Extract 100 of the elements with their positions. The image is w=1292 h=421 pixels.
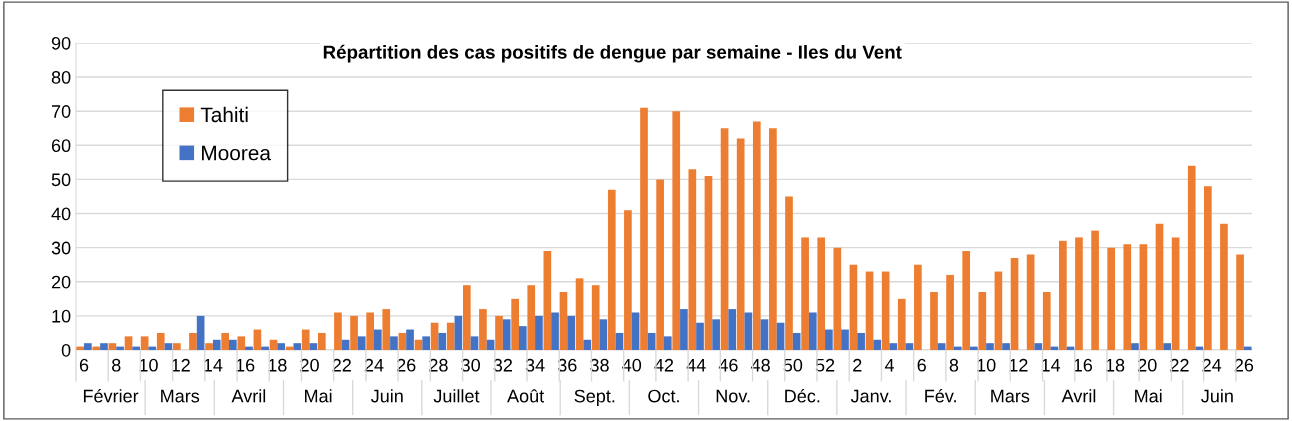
bar (881, 271, 890, 351)
bar (559, 292, 568, 351)
bar (1204, 186, 1212, 351)
x-tick-label: 10 (139, 358, 158, 372)
bar (946, 274, 954, 351)
bar (672, 111, 681, 351)
bar (575, 278, 584, 351)
text: Février (83, 388, 139, 403)
bar (317, 332, 326, 351)
bar (1042, 292, 1051, 351)
x-tick-label: 6 (79, 358, 89, 372)
bar (1123, 244, 1132, 351)
x-tick-label: 6 (917, 358, 926, 372)
bar (1010, 257, 1019, 351)
bar (889, 343, 898, 351)
x-tick-label: 16 (236, 358, 255, 372)
bar (398, 332, 407, 351)
x-tick-label: 36 (557, 358, 577, 372)
x-tick-label: 12 (172, 358, 190, 372)
text: Avril (1061, 389, 1096, 403)
x-tick-label: 42 (654, 358, 674, 372)
bar (808, 312, 817, 351)
bar (937, 343, 946, 351)
x-tick-label: 12 (1009, 358, 1028, 372)
bar (438, 332, 447, 351)
bar (470, 336, 479, 351)
x-tick-label: 48 (750, 358, 770, 372)
x-tick-label: 16 (1074, 358, 1093, 372)
text: Mai (1135, 389, 1162, 403)
legend-label: Tahiti (200, 106, 248, 123)
bar (801, 237, 809, 351)
bar (100, 343, 108, 351)
bar (382, 309, 391, 351)
bar (221, 332, 230, 351)
bar (1091, 230, 1099, 351)
x-tick-label: 14 (1041, 359, 1061, 372)
x-tick-label: 50 (783, 358, 803, 372)
x-tick-label: 8 (112, 358, 121, 372)
text: Oct. (648, 389, 679, 403)
bar (583, 339, 592, 351)
bar (277, 343, 286, 351)
chart-title: Répartition des cas positifs de dengue par semaine - Iles du Vent (323, 44, 902, 63)
bar (663, 336, 672, 351)
text: Nov. (716, 389, 750, 403)
x-tick-label: 46 (718, 358, 738, 372)
bar (148, 346, 157, 351)
bar (785, 196, 793, 351)
y-tick-label: 50 (51, 173, 71, 187)
bar (873, 339, 882, 351)
bar (1034, 343, 1043, 351)
text: Août (507, 389, 545, 403)
y-tick-label: 30 (51, 241, 71, 255)
bar (1163, 343, 1172, 351)
bar (132, 346, 141, 351)
bar (1243, 346, 1252, 351)
bar (728, 309, 737, 351)
x-tick-label: 32 (493, 358, 512, 372)
bar (1026, 254, 1035, 351)
bar (962, 251, 971, 351)
bar (76, 346, 85, 351)
bar (776, 322, 785, 351)
text: Juillet (433, 389, 480, 403)
bar (978, 292, 987, 351)
x-tick-label: 24 (364, 358, 384, 372)
x-tick-label: 44 (686, 359, 706, 372)
bar (495, 315, 503, 351)
x-tick-label: 20 (1138, 358, 1157, 372)
bar (833, 247, 842, 351)
bar (631, 312, 640, 351)
text: Sept. (574, 389, 615, 407)
bar (245, 346, 253, 351)
bar (189, 332, 197, 351)
bar (366, 312, 374, 351)
bar (140, 336, 149, 351)
bar (116, 346, 124, 351)
bar (173, 343, 181, 351)
bar (905, 343, 914, 351)
bar (237, 336, 246, 351)
bar (1139, 244, 1148, 351)
bar (84, 343, 92, 351)
x-tick-label: 26 (1234, 358, 1254, 372)
bar (1220, 223, 1228, 351)
bar (196, 315, 205, 351)
text: Mars (161, 389, 200, 403)
y-tick-label: 70 (51, 105, 71, 118)
bar (760, 319, 769, 351)
legend-label: Moorea (202, 145, 271, 161)
bar (1107, 247, 1116, 351)
bar (865, 271, 874, 351)
bar (164, 343, 173, 351)
bar (930, 292, 938, 351)
bar (430, 322, 439, 351)
bar (518, 326, 527, 351)
bar (205, 343, 213, 351)
x-tick-label: 10 (977, 358, 996, 372)
bar (607, 189, 616, 351)
bar (953, 346, 962, 351)
bar (841, 329, 849, 351)
text: Mai (305, 389, 332, 403)
bar (817, 237, 826, 351)
